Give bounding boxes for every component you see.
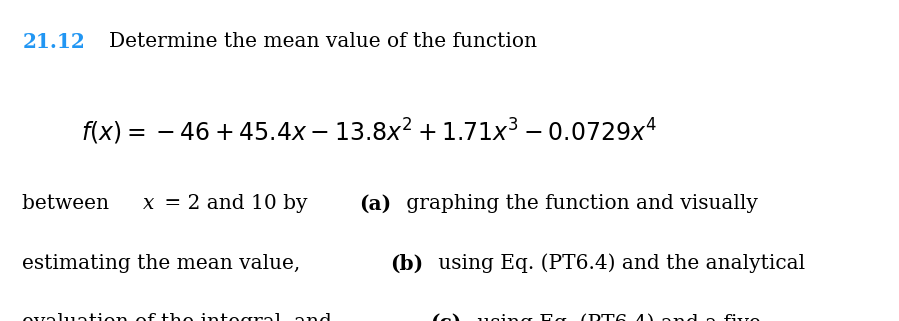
Text: graphing the function and visually: graphing the function and visually [400, 194, 758, 213]
Text: $f(x) = -46 + 45.4x - 13.8x^2 + 1.71x^3 - 0.0729x^4$: $f(x) = -46 + 45.4x - 13.8x^2 + 1.71x^3 … [81, 117, 656, 147]
Text: Determine the mean value of the function: Determine the mean value of the function [109, 32, 537, 51]
Text: 21.12: 21.12 [22, 32, 85, 52]
Text: evaluation of the integral, and: evaluation of the integral, and [22, 313, 339, 321]
Text: (b): (b) [390, 254, 423, 273]
Text: using Eq. (PT6.4) and the analytical: using Eq. (PT6.4) and the analytical [432, 254, 806, 273]
Text: estimating the mean value,: estimating the mean value, [22, 254, 307, 273]
Text: = 2 and 10 by: = 2 and 10 by [157, 194, 314, 213]
Text: (a): (a) [359, 194, 391, 214]
Text: x: x [143, 194, 155, 213]
Text: using Eq. (PT6.4) and a five-: using Eq. (PT6.4) and a five- [471, 313, 768, 321]
Text: between: between [22, 194, 116, 213]
Text: (c): (c) [431, 313, 462, 321]
